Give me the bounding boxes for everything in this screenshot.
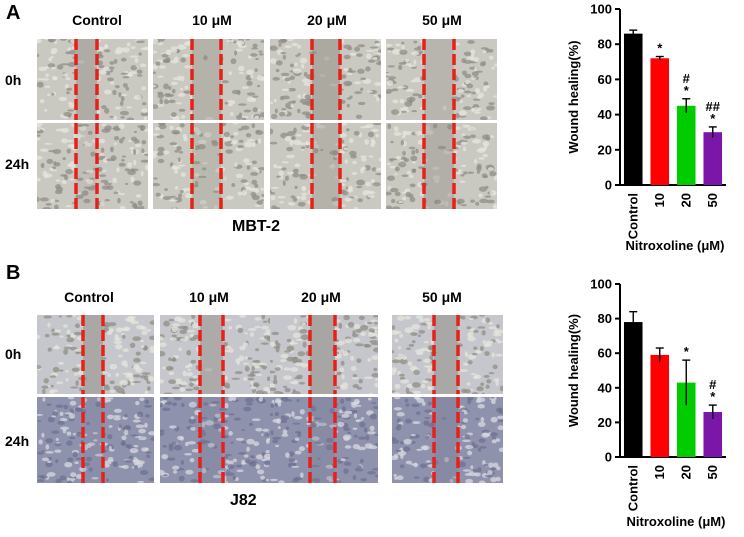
panel-a-micrograph-1 [153, 39, 264, 120]
panel-b-micrograph-0 [37, 315, 154, 394]
chart-a-bar-2 [676, 105, 696, 185]
chart-a-errorbar-1 [655, 55, 664, 61]
chart-b-xtick-label-2: 20 [678, 465, 693, 479]
chart-b-bar-1 [650, 354, 670, 457]
panel-b-micrograph-2 [270, 315, 378, 394]
panel-a-micrograph-6 [270, 123, 381, 209]
chart-a-xtick-label-1: 10 [652, 193, 667, 207]
chart-a-xtick-label-0: Control [625, 193, 640, 239]
panel-b-micrograph-1 [160, 315, 271, 394]
panel-a-micrograph-3 [386, 39, 497, 120]
chart-b-ylabel: Wound healing(%) [566, 314, 581, 427]
chart-b-xtick-label-3: 50 [705, 465, 720, 479]
chart-a-errorbar-3 [708, 126, 717, 138]
panel-b-col-50um: 50 μM [422, 289, 462, 305]
panel-a-micrograph-5 [153, 123, 264, 209]
chart-a-xlabel: Nitroxoline (μM) [626, 238, 725, 253]
chart-b-ytick-label-4: 80 [598, 311, 612, 326]
panel-b-letter: B [6, 262, 21, 284]
panel-b-micrograph-4 [37, 397, 154, 483]
chart-b-bar-2 [676, 382, 696, 457]
chart-a-significance-2-1: * [684, 83, 690, 98]
chart-a-ylabel: Wound healing(%) [566, 40, 581, 153]
chart-b-bar-0 [623, 322, 643, 457]
chart-b-errorbar-3 [708, 404, 717, 419]
chart-a-ytick-label-4: 80 [598, 37, 612, 52]
chart-b-significance-2-0: * [684, 344, 690, 359]
chart-b-errorbar-0 [629, 310, 638, 333]
panel-b-row-0h: 0h [5, 346, 22, 362]
chart-b-significance-3-0: # [709, 377, 717, 392]
panel-b-row-24h: 24h [5, 433, 30, 449]
chart-a-xtick-label-3: 50 [705, 193, 720, 207]
chart-a-ytick-label-2: 40 [598, 107, 612, 122]
panel-a-letter: A [6, 2, 21, 24]
panel-a-col-50um: 50 μM [422, 12, 462, 28]
chart-b-xtick-label-1: 10 [652, 465, 667, 479]
chart-a-ytick-label-1: 20 [598, 142, 612, 157]
chart-b-errorbar-1 [655, 347, 664, 362]
wound-healing-chart-j82: 0 20 40 60 80 100 Control 10 * 20 # * 50 Wound healin… [558, 274, 744, 532]
chart-b-ytick-label-1: 20 [598, 415, 612, 430]
chart-b-bar-3 [703, 412, 723, 457]
chart-a-significance-3-0: ## [706, 99, 721, 114]
panel-b-col-10um: 10 μM [189, 289, 229, 305]
panel-a-col-10um: 10 μM [192, 12, 232, 28]
chart-a-errorbar-2 [682, 98, 691, 113]
chart-a-errorbar-0 [629, 29, 638, 38]
panel-a-col-control: Control [72, 12, 122, 28]
wound-healing-chart-mbt2: 0 20 40 60 80 100 Control * 10 # * 20 ## * 50 Wound hea… [558, 0, 744, 256]
chart-a-ytick-label-3: 60 [598, 72, 612, 87]
panel-b-micrograph-6 [270, 397, 378, 483]
chart-b-ytick-label-2: 40 [598, 380, 612, 395]
chart-b-xtick-label-0: Control [625, 465, 640, 511]
chart-b-xlabel: Nitroxoline (μM) [627, 514, 726, 529]
chart-b-significance-3-1: * [710, 389, 716, 404]
chart-a-significance-2-0: # [683, 71, 691, 86]
chart-b-errorbar-2 [682, 359, 691, 406]
panel-b-col-20um: 20 μM [301, 289, 341, 305]
panel-b-micrograph-3 [392, 315, 503, 394]
panel-b-cell-line: J82 [230, 492, 257, 509]
panel-a-micrograph-7 [386, 123, 497, 209]
chart-a-bar-3 [703, 132, 723, 185]
chart-b-ytick-label-5: 100 [590, 277, 612, 292]
panel-a-micrograph-2 [270, 39, 381, 120]
chart-a-xtick-label-2: 20 [678, 193, 693, 207]
chart-a-significance-1-0: * [657, 41, 663, 56]
panel-b-micrograph-5 [160, 397, 271, 483]
chart-a-bar-1 [650, 58, 670, 185]
chart-a-bar-0 [623, 33, 643, 185]
panel-b-col-control: Control [64, 289, 114, 305]
chart-a-ytick-label-0: 0 [605, 178, 612, 193]
panel-a-micrograph-0 [37, 39, 148, 120]
panel-a-cell-line: MBT-2 [232, 218, 280, 235]
panel-a-col-20um: 20 μM [307, 12, 347, 28]
chart-a-ytick-label-5: 100 [590, 2, 612, 17]
panel-a-micrograph-4 [37, 123, 148, 209]
panel-a-row-0h: 0h [5, 72, 22, 88]
panel-a-row-24h: 24h [5, 156, 30, 172]
chart-a-significance-3-1: * [710, 111, 716, 126]
chart-b-ytick-label-0: 0 [605, 450, 612, 465]
panel-b-micrograph-7 [392, 397, 503, 483]
chart-b-ytick-label-3: 60 [598, 346, 612, 361]
